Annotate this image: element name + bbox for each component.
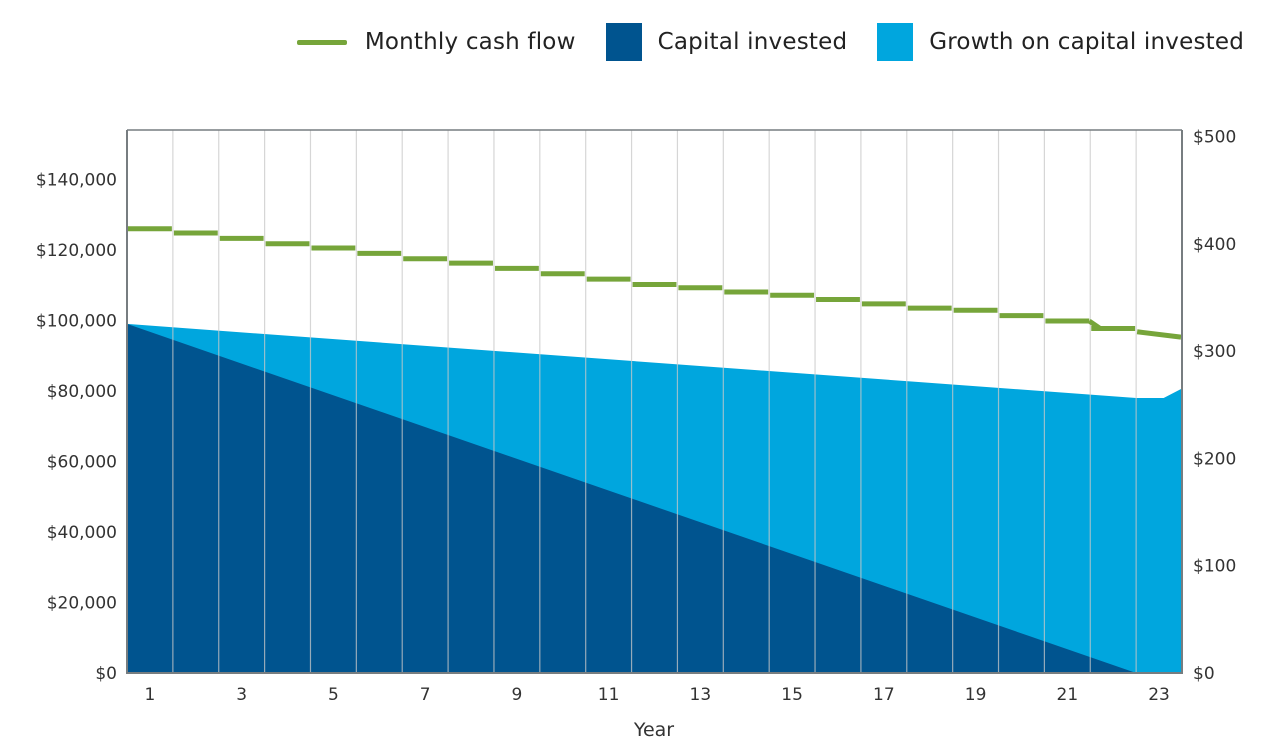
left-tick-label: $80,000 [47,382,117,402]
x-tick-label: 13 [690,685,712,705]
cash-flow-segment [1087,318,1102,331]
legend-item-growth: Growth on capital invested [877,23,1244,61]
cash-flow-segment [1136,329,1182,340]
left-tick-label: $100,000 [36,311,117,331]
x-tick-label: 9 [511,685,522,705]
x-tick-label: 3 [236,685,247,705]
right-tick-label: $0 [1193,664,1215,684]
x-tick-label: 21 [1057,685,1079,705]
legend-line-icon [296,39,347,45]
x-axis-title: Year [633,719,674,741]
legend-label: Monthly cash flow [364,29,576,55]
right-tick-label: $400 [1193,235,1236,255]
x-axis-ticks: 1 3 5 7 9 11 13 15 17 19 21 23 [145,685,1170,705]
legend-swatch-icon [605,23,642,61]
plot-frame [126,129,1183,674]
left-tick-label: $40,000 [47,523,117,543]
left-tick-label: $60,000 [47,452,117,472]
x-tick-label: 5 [328,685,339,705]
line-layer [128,226,1182,340]
x-tick-label: 15 [781,685,803,705]
x-tick-label: 7 [420,685,431,705]
legend-swatch-icon [877,23,914,61]
x-tick-label: 11 [598,685,620,705]
left-tick-label: $0 [95,664,117,684]
chart-legend: Monthly cash flow Capital invested Growt… [267,22,1244,62]
left-axis-ticks: $0 $20,000 $40,000 $60,000 $80,000 $100,000 $1… [36,170,117,684]
right-tick-label: $200 [1193,449,1236,469]
right-axis-ticks: $0 $100 $200 $300 $400 $500 [1193,127,1236,684]
x-tick-label: 23 [1148,685,1170,705]
right-tick-label: $300 [1193,342,1236,362]
legend-label: Growth on capital invested [929,29,1244,55]
legend-item-monthly-cash-flow: Monthly cash flow [296,29,576,55]
left-tick-label: $140,000 [36,170,117,190]
right-tick-label: $100 [1193,557,1236,577]
legend-label: Capital invested [657,29,848,55]
gridline-layer [172,130,1137,673]
x-tick-label: 19 [965,685,987,705]
left-tick-label: $120,000 [36,241,117,261]
area-capital-invested [127,323,1182,673]
area-layer [127,323,1182,673]
legend-item-capital-invested: Capital invested [605,23,848,61]
x-tick-label: 1 [145,685,156,705]
left-tick-label: $20,000 [47,593,117,613]
right-tick-label: $500 [1193,127,1236,147]
x-tick-label: 17 [873,685,895,705]
